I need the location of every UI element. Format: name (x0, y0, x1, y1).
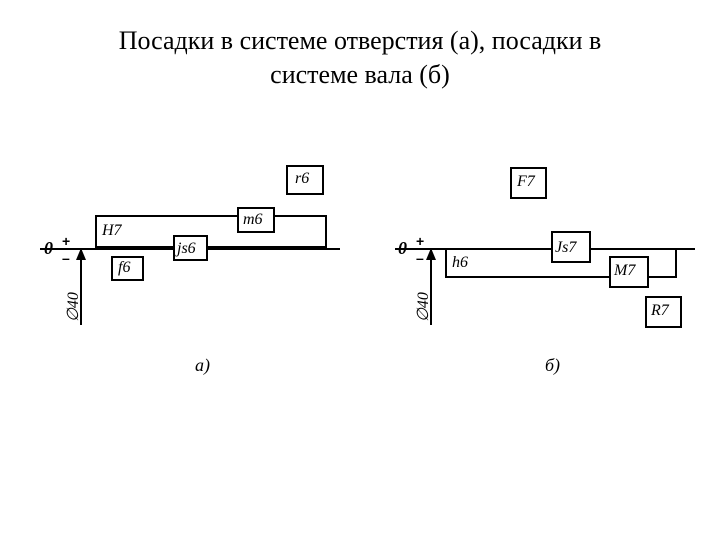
label-a: а) (195, 355, 210, 376)
title-line2: системе вала (б) (270, 60, 450, 89)
a-label-f6: f6 (118, 259, 130, 277)
a-arrow-head (76, 248, 86, 260)
plus-a: + (62, 233, 70, 249)
minus-a: – (62, 250, 70, 266)
a-box-H7 (95, 215, 327, 248)
plus-b: + (416, 233, 424, 249)
a-label-js6: js6 (177, 240, 196, 258)
a-label-r6: r6 (295, 170, 309, 188)
b-label-Js7: Js7 (555, 239, 576, 257)
title-line1: Посадки в системе отверстия (а), посадки… (119, 26, 602, 55)
b-arrow-head (426, 248, 436, 260)
label-b: б) (545, 355, 560, 376)
minus-b: – (416, 250, 424, 266)
page-title: Посадки в системе отверстия (а), посадки… (0, 24, 720, 92)
b-label-h6: h6 (452, 254, 468, 272)
b-label-M7: M7 (614, 262, 635, 280)
a-label-m6: m6 (243, 211, 263, 229)
b-label-R7: R7 (651, 302, 669, 320)
b-label-F7: F7 (517, 173, 535, 191)
a-label-H7: H7 (102, 222, 122, 240)
